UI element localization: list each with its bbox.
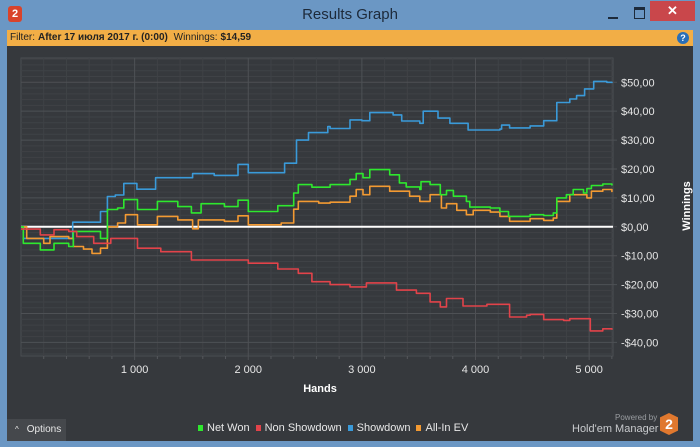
y-tick-label: $0,00: [621, 222, 649, 234]
all-in-ev-swatch: [416, 425, 422, 431]
options-label: Options: [26, 424, 62, 435]
series-line-net-won: [21, 168, 613, 251]
plot-frame: [20, 57, 614, 357]
y-tick-label: -$30,00: [621, 309, 658, 321]
legend-label: Showdown: [356, 422, 411, 434]
graph-panel: [7, 46, 693, 441]
non-showdown-swatch: [255, 425, 261, 431]
brand-name: Hold'em Manager: [572, 423, 659, 435]
net-won-swatch: [198, 425, 203, 431]
title-bar: 2 Results Graph ✕: [0, 0, 700, 30]
filter-value: After 17 июля 2017 г. (0:00): [38, 32, 168, 43]
y-axis-label: Winnings: [681, 181, 693, 230]
x-tick-label: 5 000: [575, 364, 603, 376]
legend-item-showdown[interactable]: Showdown: [347, 422, 411, 434]
x-tick-label: 4 000: [462, 364, 490, 376]
y-tick-label: $50,00: [621, 77, 655, 89]
x-tick-label: 3 000: [348, 364, 376, 376]
y-tick-label: $10,00: [621, 193, 655, 205]
legend-item-all-in-ev[interactable]: All-In EV: [416, 422, 468, 434]
window-title: Results Graph: [302, 6, 398, 23]
y-tick-label: $40,00: [621, 106, 655, 118]
app-logo-icon: 2: [8, 6, 22, 22]
options-button[interactable]: ^ Options: [7, 419, 66, 441]
help-icon[interactable]: ?: [677, 32, 689, 44]
powered-by-text: Powered by: [615, 413, 658, 422]
maximize-button[interactable]: [630, 4, 650, 24]
filter-bar: Filter: After 17 июля 2017 г. (0:00) Winn…: [7, 30, 693, 46]
chevron-up-icon: ^: [15, 425, 19, 434]
legend-label: All-In EV: [425, 422, 469, 434]
series-line-non-showdown: [21, 228, 613, 332]
series-line-showdown: [21, 80, 613, 240]
legend: Net Won Non Showdown Showdown All-In EV: [198, 422, 468, 434]
close-button[interactable]: ✕: [650, 1, 695, 21]
y-tick-label: -$40,00: [621, 337, 658, 349]
x-tick-label: 2 000: [234, 364, 262, 376]
legend-label: Net Won: [207, 422, 250, 434]
x-axis-label: Hands: [303, 383, 337, 395]
y-tick-label: $30,00: [621, 135, 655, 147]
legend-item-net-won[interactable]: Net Won: [198, 422, 250, 434]
y-tick-label: -$10,00: [621, 251, 658, 263]
y-tick-label: $20,00: [621, 164, 655, 176]
minimize-button[interactable]: [604, 4, 624, 24]
legend-item-non-showdown[interactable]: Non Showdown: [255, 422, 342, 434]
legend-label: Non Showdown: [264, 422, 342, 434]
series-line-all-in-ev: [21, 185, 613, 255]
winnings-label: Winnings:: [173, 32, 218, 43]
filter-label: Filter:: [10, 32, 35, 43]
y-tick-label: -$20,00: [621, 280, 658, 292]
hem-logo-icon: 2: [660, 413, 678, 435]
winnings-value: $14,59: [220, 32, 252, 43]
showdown-swatch: [347, 425, 353, 431]
x-tick-label: 1 000: [121, 364, 149, 376]
